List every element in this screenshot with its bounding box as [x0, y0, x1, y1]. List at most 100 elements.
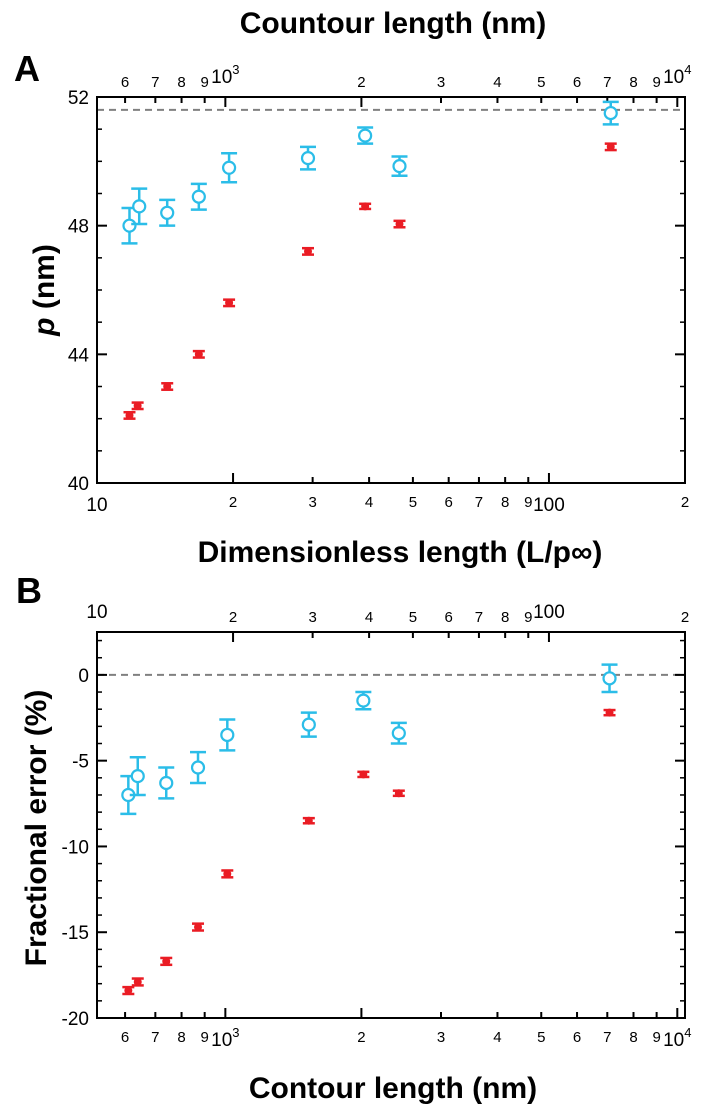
data-point	[190, 750, 207, 785]
y-tick-label: -5	[72, 752, 89, 773]
marker-open	[392, 159, 407, 174]
x-tick-label-bottom: 5	[537, 1029, 545, 1046]
x-tick-label-bottom: 6	[445, 494, 453, 511]
y-tick-label: -20	[62, 1009, 89, 1030]
x-tick-label-top: 7	[603, 74, 611, 91]
x-tick-label-top: 2	[681, 609, 689, 626]
x-tick-label-exponent: 3	[232, 62, 239, 77]
panel-a-x-axis-title: Dimensionless length (L/p∞)	[198, 536, 603, 569]
y-tick-label: 52	[68, 88, 89, 109]
data-point	[221, 869, 234, 879]
data-point	[391, 155, 408, 178]
marker-filled	[125, 411, 134, 420]
x-tick-label-top: 2	[357, 74, 365, 91]
marker-filled	[361, 202, 370, 211]
panel-b-letter: B	[16, 570, 42, 611]
x-tick-label-bottom: 103	[211, 1025, 239, 1051]
data-point	[302, 816, 315, 825]
data-point	[158, 766, 175, 800]
marker-open	[191, 189, 206, 204]
marker-open	[300, 151, 316, 166]
panel-b-plot-frame	[96, 631, 686, 1019]
marker-filled	[163, 382, 172, 391]
data-point	[129, 755, 146, 797]
x-tick-label-bottom: 8	[629, 1029, 637, 1046]
marker-filled	[133, 977, 142, 986]
x-tick-label-top: 3	[437, 74, 445, 91]
data-point	[219, 718, 236, 752]
x-tick-label-top: 7	[151, 74, 159, 91]
panel-a-y-axis-title-symbol: p	[28, 318, 61, 337]
data-point	[131, 187, 148, 226]
panel-b-y-axis-title: Fractional error (%)	[20, 690, 53, 967]
panel-b-x-axis-title: Contour length (nm)	[249, 1072, 537, 1105]
marker-open	[130, 769, 145, 784]
x-tick-label-exponent: 3	[232, 1025, 239, 1040]
marker-filled	[133, 401, 142, 410]
y-tick-label: -15	[62, 923, 89, 944]
panel-a-y-axis-title-unit: (nm)	[28, 244, 61, 317]
x-tick-label-top: 7	[475, 609, 483, 626]
x-tick-label-top: 103	[211, 62, 239, 88]
panel-b: B Contour length (nm) Fractional error (…	[16, 570, 691, 1105]
data-point	[192, 349, 205, 359]
marker-filled	[162, 957, 171, 966]
data-point	[355, 690, 372, 711]
x-tick-label-top: 6	[121, 74, 129, 91]
x-tick-label-top: 3	[308, 609, 316, 626]
marker-open	[132, 199, 147, 214]
marker-filled	[304, 816, 313, 825]
data-point	[159, 198, 176, 227]
marker-open	[602, 671, 617, 686]
x-tick-label-top: 6	[573, 74, 581, 91]
data-point	[160, 956, 173, 967]
marker-open	[391, 726, 406, 741]
data-point	[121, 206, 138, 245]
x-tick-label-top: 9	[524, 609, 532, 626]
data-point	[190, 182, 207, 211]
x-tick-label-bottom: 2	[357, 1029, 365, 1046]
x-tick-label-bottom: 10	[86, 495, 107, 516]
x-tick-label-top: 6	[445, 609, 453, 626]
panel-a-ticks	[96, 96, 686, 484]
panel-a-data	[121, 100, 619, 420]
marker-filled	[359, 770, 368, 779]
x-tick-label-top: 104	[663, 62, 691, 88]
data-point	[131, 401, 144, 411]
data-point	[161, 382, 174, 391]
data-point	[192, 922, 205, 932]
x-tick-label-bottom: 2	[681, 494, 689, 511]
marker-filled	[304, 247, 313, 256]
marker-open	[122, 218, 137, 233]
marker-filled	[606, 142, 615, 151]
panel-a-top-axis-title: Countour length (nm)	[240, 7, 547, 40]
x-tick-label-bottom: 8	[501, 494, 509, 511]
panel-a-letter: A	[14, 48, 40, 89]
marker-filled	[394, 789, 403, 798]
data-point	[357, 126, 374, 145]
x-tick-label-top: 8	[501, 609, 509, 626]
data-point	[357, 770, 370, 779]
x-tick-label-bottom: 5	[409, 494, 417, 511]
marker-open	[160, 205, 175, 220]
panel-a-x-axis-title-text: Dimensionless length (L/p∞)	[198, 536, 603, 569]
x-tick-label-bottom: 3	[437, 1029, 445, 1046]
panel-b-data	[120, 663, 618, 996]
data-point	[601, 663, 618, 694]
marker-open	[221, 160, 237, 175]
x-tick-label-top: 5	[537, 74, 545, 91]
x-tick-label-top: 4	[365, 609, 373, 626]
marker-filled	[124, 986, 133, 995]
marker-open	[603, 105, 618, 121]
x-tick-label-bottom: 7	[475, 494, 483, 511]
x-tick-label-top: 2	[229, 609, 237, 626]
data-point	[393, 219, 406, 229]
x-tick-label-bottom: 9	[652, 1029, 660, 1046]
x-tick-label-top: 5	[409, 609, 417, 626]
marker-open	[220, 727, 235, 743]
x-tick-label-bottom: 7	[603, 1029, 611, 1046]
x-tick-label-exponent: 4	[684, 1025, 691, 1040]
